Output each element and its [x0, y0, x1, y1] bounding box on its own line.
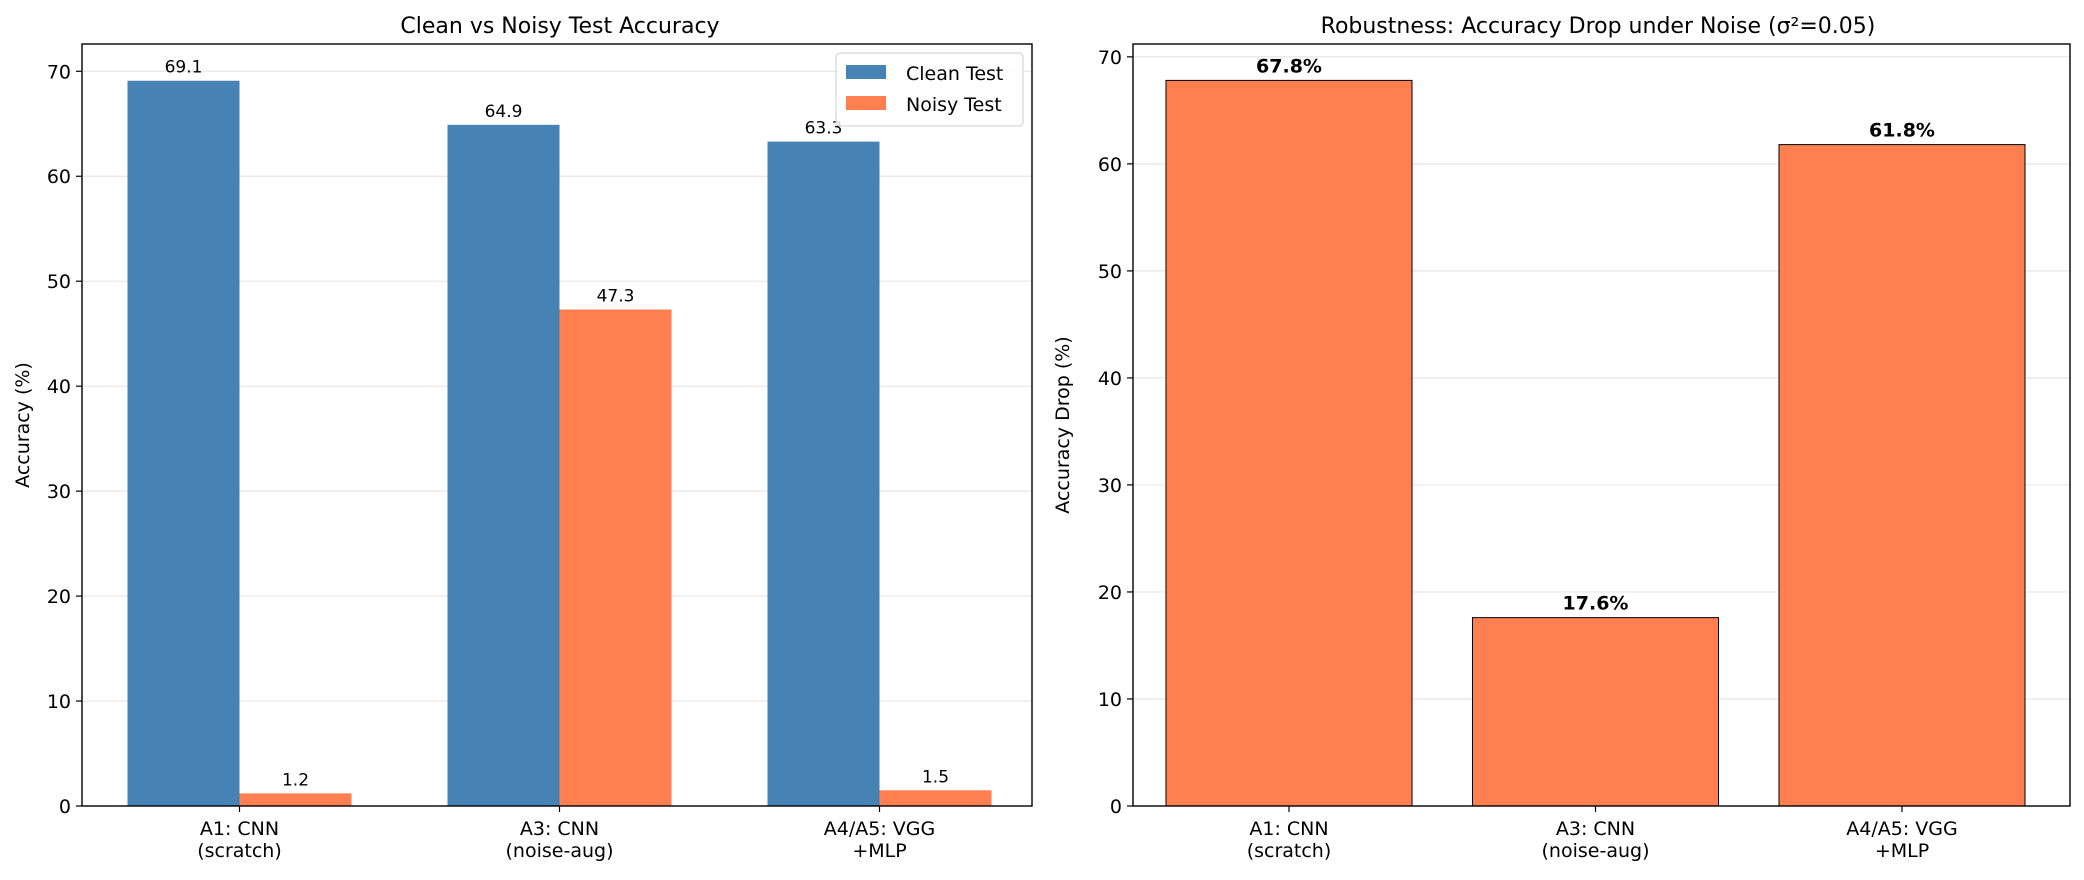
chart-accuracy-drop: Robustness: Accuracy Drop under Noise (σ…	[1052, 14, 2071, 862]
y-axis-label: Accuracy Drop (%)	[1052, 336, 1074, 513]
x-tick-label: A4/A5: VGG +MLP	[1846, 818, 1957, 862]
bar-noisy-test	[239, 793, 352, 806]
x-tick-label-line: A1: CNN	[1249, 818, 1328, 840]
y-ticks: 0 10 20 30 40 50 60 70	[1098, 47, 1133, 818]
x-tick-label-line: (noise-aug)	[506, 840, 614, 862]
bar-value-label: 61.8%	[1869, 120, 1935, 142]
bars	[1165, 79, 2026, 807]
y-tick-label: 0	[59, 796, 71, 818]
bar-value-label: 63.3	[805, 119, 843, 139]
x-tick-label-line: (noise-aug)	[1542, 840, 1650, 862]
x-ticks: A1: CNN (scratch) A3: CNN (noise-aug) A4/A5:…	[1247, 806, 1958, 862]
x-tick-label-line: A3: CNN	[1556, 818, 1635, 840]
bar-value-label: 1.2	[282, 770, 309, 790]
x-tick-label: A3: CNN (noise-aug)	[506, 818, 614, 862]
y-axis-label: Accuracy (%)	[12, 362, 34, 488]
x-tick-label-line: A4/A5: VGG	[1846, 818, 1957, 840]
y-tick-label: 50	[1098, 261, 1122, 283]
legend-label-noisy: Noisy Test	[906, 94, 1002, 116]
bar-value-label: 17.6%	[1563, 593, 1629, 615]
y-tick-label: 20	[1098, 582, 1122, 604]
y-tick-label: 10	[47, 691, 71, 713]
y-tick-label: 60	[1098, 154, 1122, 176]
legend: Clean Test Noisy Test	[835, 52, 1024, 127]
bars	[127, 80, 992, 807]
x-tick-label-line: (scratch)	[197, 840, 282, 862]
bar-labels: 69.1 64.9 63.3 1.2 47.3 1.5	[165, 58, 949, 791]
bar-value	[1778, 144, 2026, 807]
x-tick-label-line: A3: CNN	[520, 818, 599, 840]
x-tick-label-line: +MLP	[852, 840, 906, 862]
bar-value-label: 64.9	[485, 102, 523, 122]
chart-clean-vs-noisy: Clean vs Noisy Test Accuracy 69.1 64.9 63.…	[12, 14, 1033, 862]
legend-label-clean: Clean Test	[906, 63, 1003, 85]
bar-value-label: 67.8%	[1256, 55, 1322, 77]
y-tick-label: 30	[47, 481, 71, 503]
bar-value-label: 1.5	[922, 767, 949, 787]
y-ticks: 0 10 20 30 40 50 60 70	[47, 61, 82, 818]
x-ticks: A1: CNN (scratch) A3: CNN (noise-aug) A4/A5:…	[197, 806, 935, 862]
x-tick-label: A3: CNN (noise-aug)	[1542, 818, 1650, 862]
bar-value-label: 47.3	[597, 287, 635, 307]
bar-clean-test	[447, 124, 560, 807]
x-tick-label-line: A1: CNN	[200, 818, 279, 840]
bar-value	[1165, 79, 1413, 807]
bar-value	[1472, 617, 1719, 807]
x-tick-label: A1: CNN (scratch)	[197, 818, 282, 862]
y-tick-label: 70	[47, 61, 71, 83]
y-tick-label: 70	[1098, 47, 1122, 69]
bar-value-label: 69.1	[165, 58, 203, 78]
x-tick-label-line: A4/A5: VGG	[824, 818, 935, 840]
chart-title: Robustness: Accuracy Drop under Noise (σ…	[1321, 14, 1876, 39]
y-tick-label: 40	[1098, 368, 1122, 390]
legend-swatch-clean	[846, 65, 886, 79]
y-tick-label: 10	[1098, 689, 1122, 711]
x-tick-label-line: (scratch)	[1247, 840, 1332, 862]
bar-noisy-test	[559, 309, 672, 806]
legend-swatch-noisy	[846, 96, 886, 110]
bar-clean-test	[767, 141, 880, 806]
y-tick-label: 60	[47, 166, 71, 188]
x-tick-label: A1: CNN (scratch)	[1247, 818, 1332, 862]
plot-frame	[1132, 43, 2071, 807]
y-tick-label: 50	[47, 271, 71, 293]
plot-frame	[81, 43, 1033, 807]
bar-noisy-test	[879, 790, 992, 806]
chart-title: Clean vs Noisy Test Accuracy	[400, 14, 719, 39]
x-tick-label: A4/A5: VGG +MLP	[824, 818, 935, 862]
x-tick-label-line: +MLP	[1875, 840, 1929, 862]
bar-labels: 67.8% 17.6% 61.8%	[1256, 55, 1935, 614]
y-tick-label: 20	[47, 586, 71, 608]
y-tick-label: 0	[1110, 796, 1122, 818]
bar-clean-test	[127, 80, 240, 806]
y-tick-label: 40	[47, 376, 71, 398]
y-tick-label: 30	[1098, 475, 1122, 497]
